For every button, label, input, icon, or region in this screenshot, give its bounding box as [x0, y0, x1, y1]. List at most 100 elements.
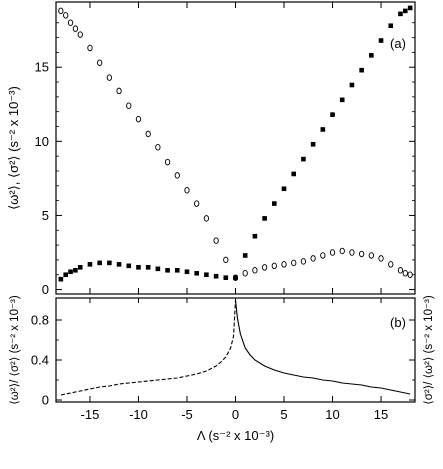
filled-square-point — [213, 273, 219, 279]
filled-square-point — [204, 272, 209, 278]
x-tick-label: -10 — [129, 407, 148, 422]
panel-a-data — [58, 5, 413, 282]
open-circle-point — [213, 237, 219, 244]
panel-b-tag: (b) — [390, 315, 406, 330]
solid-ratio-line — [234, 299, 411, 395]
filled-square-point — [68, 269, 73, 275]
panel-b-data — [60, 299, 411, 396]
dashed-ratio-line — [60, 299, 237, 396]
filled-square-point — [330, 112, 335, 117]
filled-square-point — [145, 265, 151, 270]
open-circle-point — [339, 247, 345, 255]
open-circle-point — [291, 259, 297, 267]
panel-a-ylabel: ⟨ω²⟩, ⟨σ²⟩ (s⁻² x 10⁻³) — [6, 86, 21, 210]
panel-b-ytick-label: 0 — [42, 393, 49, 408]
filled-square-point — [165, 267, 170, 273]
filled-square-point — [402, 8, 408, 14]
filled-square-point — [291, 171, 297, 177]
filled-square-point — [388, 23, 394, 29]
filled-square-point — [87, 262, 93, 267]
filled-square-point — [97, 260, 102, 266]
panel-b-ylabel-right: ⟨σ²⟩/ ⟨ω²⟩ (s⁻² x 10⁻³) — [422, 295, 435, 405]
filled-square-point — [242, 253, 248, 258]
panel-b-ylabel: ⟨ω²⟩/ ⟨σ²⟩ (s⁻² x 10⁻³) — [8, 295, 21, 405]
open-circle-point — [63, 12, 69, 19]
open-circle-point — [67, 19, 74, 27]
open-circle-point — [72, 25, 79, 32]
filled-square-point — [378, 38, 384, 43]
panel-b-ytick-labels: 0 0.4 0.8 — [31, 313, 49, 408]
filled-square-point — [339, 97, 345, 103]
open-circle-point — [184, 186, 190, 194]
open-circle-point — [116, 87, 122, 95]
filled-square-point — [174, 267, 180, 273]
open-circle-point — [145, 130, 151, 138]
open-circle-point — [407, 271, 413, 278]
panel-a-ytick-label: 15 — [35, 60, 49, 75]
filled-square-point — [107, 260, 112, 266]
open-circle-point — [87, 44, 93, 52]
filled-square-point — [320, 127, 326, 132]
open-circle-point — [126, 102, 132, 110]
filled-square-point — [223, 275, 229, 280]
panel-a-ytick-labels: 0 5 10 15 — [35, 60, 49, 297]
open-circle-point — [106, 74, 113, 81]
filled-square-point — [398, 11, 403, 17]
open-circle-point — [378, 255, 384, 262]
filled-square-point — [262, 216, 267, 221]
open-circle-point — [349, 249, 355, 256]
filled-square-point — [126, 263, 132, 269]
open-circle-point — [194, 200, 200, 207]
open-circle-point — [358, 250, 365, 258]
panel-b-xtick-labels: -15 -10 -5 0 5 10 15 — [81, 407, 389, 422]
open-circle-point — [329, 249, 336, 256]
open-circle-point — [164, 158, 171, 166]
filled-square-point — [116, 262, 122, 267]
panel-a-frame — [55, 1, 416, 295]
filled-square-point — [63, 272, 69, 278]
open-circle-point — [388, 261, 394, 268]
x-tick-label: -15 — [81, 407, 100, 422]
open-circle-point — [155, 144, 161, 151]
open-circle-point — [300, 258, 307, 265]
open-circle-point — [135, 115, 142, 123]
filled-square-point — [301, 156, 306, 162]
filled-square-point — [407, 5, 413, 11]
open-circle-point — [203, 215, 210, 222]
filled-square-point — [272, 201, 277, 206]
x-tick-label: 5 — [280, 407, 287, 422]
x-axis-label: Λ (s⁻² x 10⁻³) — [197, 428, 274, 443]
filled-square-point — [252, 233, 258, 239]
panel-a-tag: (a) — [390, 36, 406, 51]
open-circle-point — [77, 31, 83, 38]
x-tick-label: -5 — [181, 407, 193, 422]
filled-square-point — [73, 267, 78, 273]
open-circle-point — [174, 172, 180, 179]
open-circle-point — [261, 264, 268, 271]
filled-square-point — [155, 266, 161, 272]
filled-square-point — [281, 186, 287, 192]
panel-b-ytick-label: 0.4 — [31, 353, 49, 368]
filled-square-point — [194, 270, 199, 276]
filled-square-point — [58, 276, 64, 282]
open-circle-point — [368, 252, 374, 259]
open-circle-point — [402, 269, 408, 277]
panel-a-ytick-label: 0 — [42, 282, 49, 297]
open-circle-point — [310, 255, 316, 262]
filled-square-point — [136, 265, 141, 270]
open-circle-point — [397, 267, 404, 274]
open-circle-point — [252, 267, 258, 274]
filled-square-point — [310, 141, 316, 147]
open-circle-point — [242, 269, 248, 277]
open-circle-point — [223, 256, 229, 264]
filled-square-point — [77, 265, 83, 270]
open-circle-point — [271, 262, 277, 270]
filled-square-point — [369, 53, 374, 58]
open-circle-point — [281, 261, 287, 268]
open-circle-point — [320, 252, 326, 259]
x-tick-label: 0 — [232, 407, 239, 422]
panel-a-ytick-label: 5 — [42, 208, 49, 223]
open-circle-point — [97, 59, 103, 67]
panel-a-ticks — [56, 2, 415, 294]
